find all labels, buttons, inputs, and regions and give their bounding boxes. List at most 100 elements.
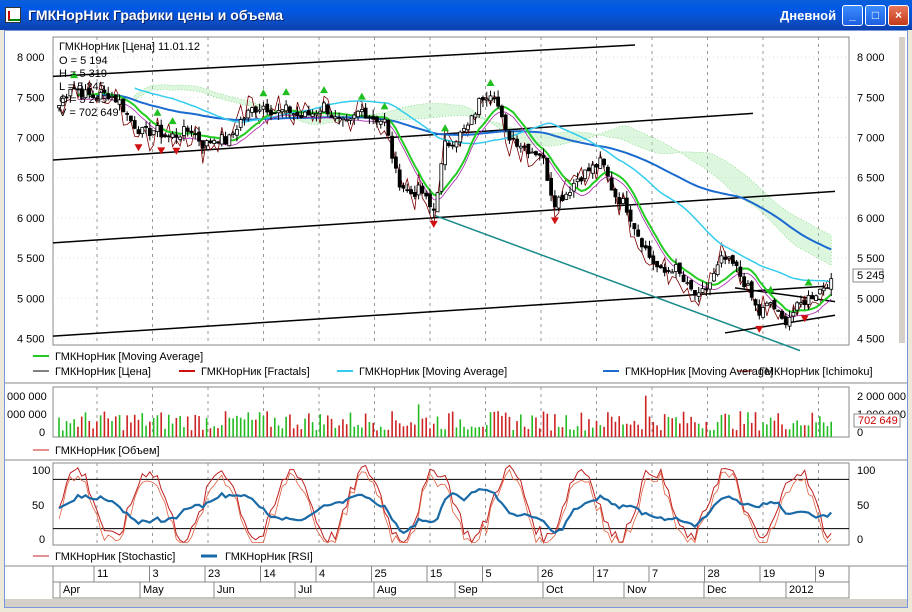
candle-body bbox=[685, 282, 690, 285]
volume-bar bbox=[425, 417, 427, 437]
volume-bar bbox=[656, 425, 658, 437]
candle-body bbox=[431, 208, 436, 211]
candle-body bbox=[727, 256, 731, 259]
candle-body bbox=[386, 119, 391, 136]
volume-bar bbox=[266, 411, 268, 437]
volume-bar bbox=[376, 430, 378, 437]
volume-bar bbox=[527, 429, 530, 437]
volume-bar bbox=[777, 413, 780, 437]
app-icon bbox=[5, 7, 21, 23]
candle-body bbox=[742, 276, 747, 288]
volume-bar bbox=[690, 416, 692, 437]
volume-bar bbox=[675, 417, 677, 437]
minimize-button[interactable]: _ bbox=[842, 5, 863, 26]
candle-body bbox=[102, 89, 107, 93]
volume-bar bbox=[463, 426, 465, 437]
volume-bar bbox=[694, 422, 696, 437]
volume-bar bbox=[372, 422, 374, 437]
volume-bar bbox=[701, 428, 704, 437]
candle-body bbox=[776, 309, 781, 312]
volume-bar bbox=[167, 414, 170, 437]
candle-body bbox=[462, 128, 466, 132]
volume-bar bbox=[342, 419, 344, 437]
volume-bar bbox=[455, 427, 458, 437]
candle-body bbox=[621, 198, 625, 205]
volume-bar bbox=[228, 417, 231, 437]
volume-bar bbox=[811, 412, 814, 437]
volume-bar bbox=[379, 426, 382, 437]
volume-bar bbox=[758, 430, 761, 437]
volume-bar bbox=[345, 424, 348, 437]
fractal-up-marker bbox=[486, 79, 495, 87]
candle-body bbox=[556, 196, 561, 209]
horizontal-scrollbar[interactable] bbox=[5, 599, 907, 607]
fractal-up-marker bbox=[282, 88, 291, 96]
volume-legend: ГМКНорНик [Объем] bbox=[33, 445, 160, 457]
vol-tick-right-0: 2 000 000 bbox=[857, 391, 906, 403]
volume-bar bbox=[614, 421, 617, 437]
candle-body bbox=[325, 104, 330, 115]
fractal-down-marker bbox=[134, 144, 143, 152]
volume-bar bbox=[368, 422, 371, 437]
candle-body bbox=[310, 113, 315, 117]
volume-bar bbox=[660, 430, 662, 437]
volume-bar bbox=[546, 413, 549, 437]
volume-bar bbox=[330, 418, 333, 437]
candle-body bbox=[303, 111, 307, 118]
candle-body bbox=[662, 266, 667, 273]
candle-body bbox=[306, 110, 311, 116]
volume-bar bbox=[819, 416, 821, 437]
price-tick-right-6: 5 000 bbox=[857, 293, 885, 305]
candle-body bbox=[91, 94, 95, 99]
volume-bar bbox=[156, 415, 159, 437]
candle-body bbox=[170, 133, 175, 138]
volume-bar bbox=[520, 414, 522, 437]
candle-body bbox=[182, 126, 186, 136]
volume-bar bbox=[92, 428, 94, 437]
candle-body bbox=[609, 177, 614, 191]
candle-body bbox=[257, 109, 262, 112]
legend-ma-blue: ГМКНорНик [Moving Average] bbox=[625, 366, 773, 378]
close-button[interactable]: × bbox=[888, 5, 909, 26]
candle-body bbox=[738, 266, 743, 277]
volume-bar bbox=[822, 422, 825, 437]
volume-bar bbox=[762, 422, 764, 437]
volume-bar bbox=[251, 419, 253, 437]
candle-body bbox=[261, 105, 266, 110]
volume-bar bbox=[289, 414, 291, 437]
fractal-down-marker bbox=[755, 325, 764, 333]
candle-body bbox=[549, 177, 553, 196]
candle-body bbox=[810, 295, 815, 300]
candle-body bbox=[393, 156, 398, 169]
day-label-1: 3 bbox=[153, 568, 159, 580]
volume-bar bbox=[236, 415, 238, 437]
candle-body bbox=[242, 117, 247, 120]
volume-bar bbox=[470, 426, 473, 437]
candle-body bbox=[636, 229, 641, 237]
volume-bar bbox=[444, 429, 446, 437]
volume-bar bbox=[334, 427, 337, 437]
day-label-4: 4 bbox=[319, 568, 325, 580]
fractal-up-marker bbox=[804, 278, 813, 286]
candle-body bbox=[356, 110, 360, 118]
price-tick-left-4: 6 000 bbox=[17, 213, 45, 225]
volume-bar bbox=[493, 411, 496, 437]
price-scrollbar[interactable] bbox=[899, 37, 905, 343]
fractal-markers bbox=[70, 71, 813, 333]
price-tick-right-3: 6 500 bbox=[857, 173, 885, 185]
volume-bar bbox=[300, 429, 303, 437]
volume-bar bbox=[482, 426, 484, 437]
volume-bar bbox=[406, 425, 409, 437]
maximize-button[interactable]: □ bbox=[865, 5, 886, 26]
volume-bar bbox=[796, 420, 798, 437]
candle-body bbox=[390, 135, 395, 159]
candle-body bbox=[677, 262, 682, 274]
candle-body bbox=[147, 127, 152, 137]
candle-body bbox=[674, 264, 678, 272]
volume-bar bbox=[421, 418, 424, 437]
volume-bar bbox=[501, 415, 503, 437]
candle-body bbox=[341, 117, 345, 121]
candle-body bbox=[106, 93, 111, 100]
volume-bar bbox=[255, 419, 257, 437]
volume-bar bbox=[603, 426, 605, 437]
